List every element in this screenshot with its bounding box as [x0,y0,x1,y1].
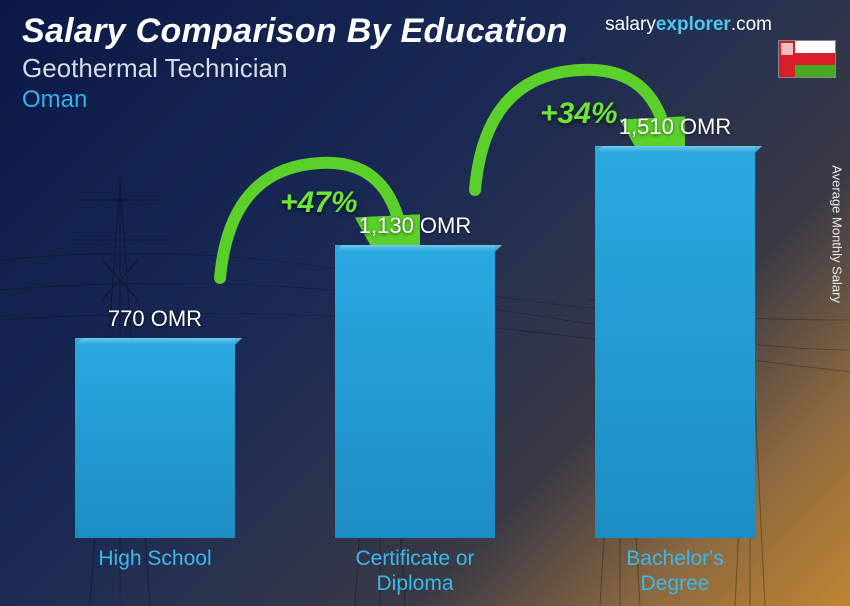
bar-diploma: 1,130 OMR [330,213,500,538]
bar-rect [595,146,755,538]
brand-part2: explorer [656,14,731,35]
x-label: Bachelor's Degree [590,546,760,596]
bar-rect [335,245,495,538]
brand-logo: salaryexplorer.com [605,14,772,36]
brand-part3: .com [731,14,772,35]
country-label: Oman [22,86,568,114]
bar-high-school: 770 OMR [70,306,240,538]
x-label: High School [70,546,240,596]
page-title: Salary Comparison By Education [22,12,568,51]
brand-part1: salary [605,14,656,35]
x-axis-labels: High School Certificate or Diploma Bache… [70,546,760,596]
job-title: Geothermal Technician [22,53,568,84]
salary-bar-chart: +47% +34% 770 OMR 1,130 OMR 1,510 OMR [0,140,850,606]
bar-value: 770 OMR [108,306,202,332]
bar-bachelor: 1,510 OMR [590,114,760,538]
bar-value: 1,130 OMR [359,213,472,239]
bar-value: 1,510 OMR [619,114,732,140]
header: Salary Comparison By Education Geotherma… [22,12,568,114]
bar-rect [75,338,235,538]
x-label: Certificate or Diploma [330,546,500,596]
bars-container: 770 OMR 1,130 OMR 1,510 OMR [70,140,760,538]
country-flag-icon [778,40,836,78]
